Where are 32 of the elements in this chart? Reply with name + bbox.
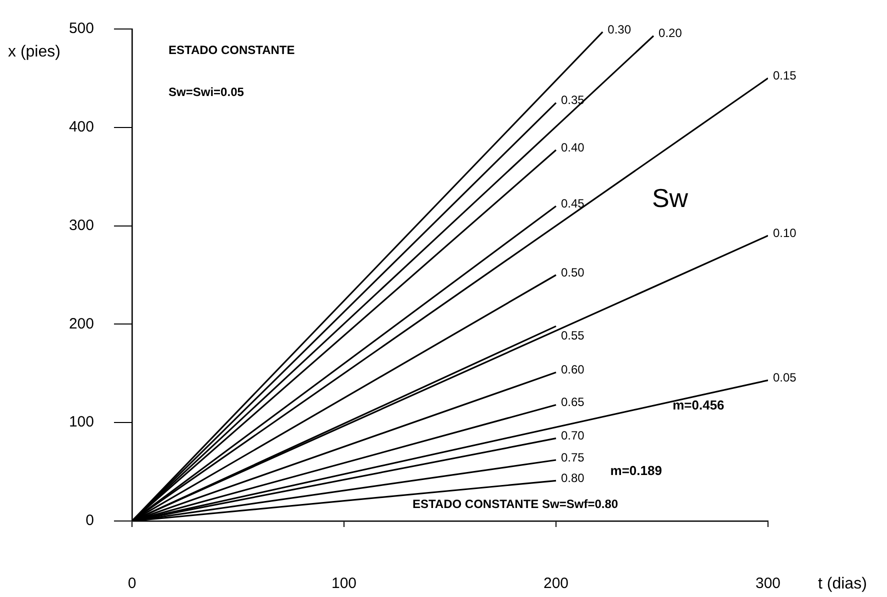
series-label: 0.15: [773, 68, 797, 83]
annotation: ESTADO CONSTANTE Sw=Swf=0.80: [412, 496, 618, 511]
series-label: 0.55: [561, 328, 585, 342]
series-label: 0.70: [561, 428, 585, 443]
y-tick-label: 200: [68, 315, 94, 332]
annotation: Sw=Swi=0.05: [168, 84, 244, 99]
series-label: 0.40: [561, 140, 585, 154]
annotation: ESTADO CONSTANTE: [168, 43, 295, 58]
series-label: 0.80: [561, 470, 585, 485]
series-label: 0.60: [561, 362, 585, 377]
x-axis-title: t (dias): [818, 575, 867, 592]
annotation: m=0.456: [672, 397, 724, 412]
series-label: 0.30: [608, 22, 632, 36]
y-tick-label: 400: [68, 118, 94, 136]
series-label: 0.45: [561, 196, 585, 210]
series-label: 0.50: [561, 265, 585, 280]
series-label: 0.10: [773, 226, 797, 240]
series-label: 0.05: [773, 370, 797, 385]
y-axis-title: x (pies): [8, 43, 60, 60]
annotation: Sw: [652, 183, 688, 214]
series-label: 0.75: [561, 450, 585, 464]
x-tick-label: 100: [331, 575, 357, 592]
series-label: 0.20: [658, 26, 682, 40]
y-tick-label: 100: [68, 414, 94, 431]
y-tick-label: 300: [68, 216, 94, 234]
y-tick-label: 500: [68, 20, 94, 38]
series-label: 0.65: [561, 395, 585, 410]
x-tick-label: 300: [755, 575, 781, 592]
x-tick-label: 200: [543, 575, 569, 592]
annotation: m=0.189: [610, 463, 662, 478]
x-tick-label: 0: [128, 575, 136, 592]
y-tick-label: 0: [86, 512, 94, 530]
